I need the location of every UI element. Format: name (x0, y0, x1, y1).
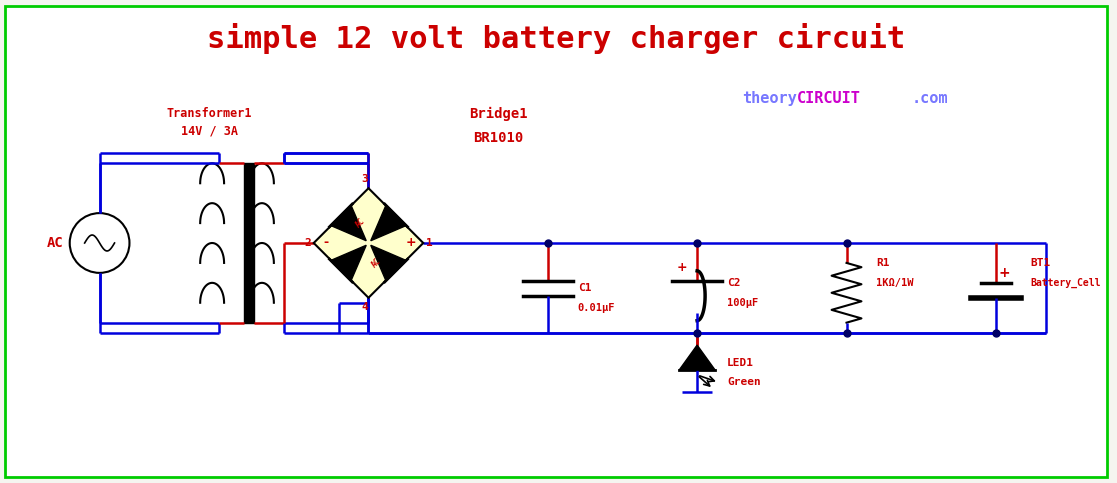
Text: simple 12 volt battery charger circuit: simple 12 volt battery charger circuit (207, 23, 905, 54)
Text: 4: 4 (361, 302, 367, 312)
Text: C2: C2 (727, 278, 741, 288)
Text: AC: AC (370, 256, 383, 270)
Text: LED1: LED1 (727, 357, 754, 368)
Polygon shape (331, 205, 366, 241)
Polygon shape (371, 205, 407, 241)
Text: Green: Green (727, 377, 761, 387)
Text: +: + (405, 237, 417, 250)
Text: -: - (323, 237, 328, 250)
FancyBboxPatch shape (4, 6, 1107, 477)
Text: Transformer1: Transformer1 (166, 107, 252, 120)
Text: AC: AC (47, 236, 64, 250)
Text: CIRCUIT: CIRCUIT (796, 91, 860, 106)
Text: BT1: BT1 (1031, 258, 1051, 268)
Polygon shape (331, 245, 366, 281)
Text: 2: 2 (304, 238, 311, 248)
Text: 0.01μF: 0.01μF (577, 303, 615, 313)
Text: AC: AC (354, 216, 367, 229)
Text: C1: C1 (577, 283, 591, 293)
Text: Battery_Cell: Battery_Cell (1031, 278, 1101, 288)
Text: 3: 3 (361, 174, 367, 184)
Text: +: + (999, 266, 1010, 280)
Text: 14V / 3A: 14V / 3A (181, 125, 238, 138)
Text: R1: R1 (877, 258, 890, 268)
Polygon shape (679, 345, 715, 370)
Text: 100μF: 100μF (727, 298, 758, 308)
Text: 1KΩ/1W: 1KΩ/1W (877, 278, 914, 288)
Text: +: + (677, 261, 687, 274)
Text: theory: theory (742, 91, 796, 106)
Text: .com: .com (911, 91, 947, 106)
Text: BR1010: BR1010 (472, 131, 523, 145)
Text: Bridge1: Bridge1 (469, 106, 527, 121)
Text: 1: 1 (427, 238, 433, 248)
Polygon shape (371, 245, 407, 281)
Polygon shape (314, 188, 423, 298)
